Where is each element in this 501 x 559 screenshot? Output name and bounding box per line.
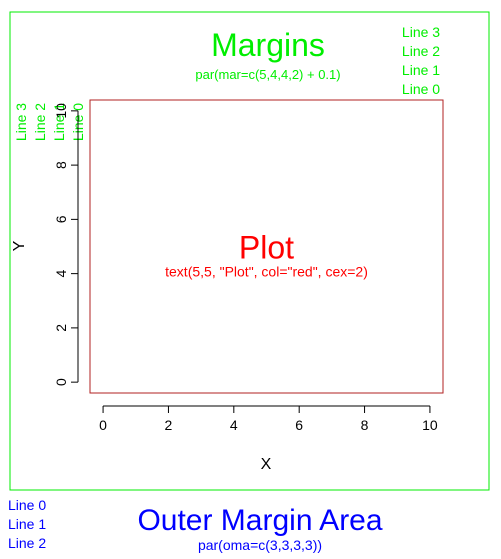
left-margin-line-1: Line 1 (51, 103, 67, 141)
outer-margin-line-1: Line 1 (8, 516, 46, 532)
y-tick-label: 0 (53, 378, 69, 386)
left-margin-line-2: Line 2 (32, 103, 48, 141)
x-tick-label: 8 (361, 417, 369, 433)
margins-title: Margins (211, 27, 325, 63)
x-axis: 0 2 4 6 8 10 (99, 405, 438, 433)
y-tick-label: 6 (53, 215, 69, 223)
x-tick-label: 10 (422, 417, 438, 433)
y-tick-label: 2 (53, 324, 69, 332)
x-tick-label: 4 (230, 417, 238, 433)
plot-annotation-main: Plot (239, 230, 294, 266)
plot-annotation-code: text(5,5, "Plot", col="red", cex=2) (165, 264, 368, 280)
top-margin-line-3: Line 3 (402, 24, 440, 40)
x-tick-label: 2 (165, 417, 173, 433)
plot-region-border (89, 99, 444, 394)
outer-margin-line-2: Line 2 (8, 535, 46, 551)
x-tick-label: 6 (295, 417, 303, 433)
y-tick-label: 4 (53, 270, 69, 278)
outer-margin-subtitle: par(oma=c(3,3,3,3)) (198, 537, 322, 553)
left-margin-line-3: Line 3 (13, 103, 29, 141)
top-margin-line-2: Line 2 (402, 43, 440, 59)
y-tick-label: 8 (53, 161, 69, 169)
margins-subtitle: par(mar=c(5,4,4,2) + 0.1) (195, 67, 340, 82)
y-axis: 0 2 4 6 8 10 (53, 103, 79, 386)
x-axis-label: X (261, 456, 272, 473)
top-margin-line-1: Line 1 (402, 62, 440, 78)
figure-region-border (9, 11, 490, 491)
y-axis-label: Y (11, 240, 28, 251)
outer-margin-line-0: Line 0 (8, 497, 46, 513)
x-tick-label: 0 (99, 417, 107, 433)
top-margin-line-0: Line 0 (402, 81, 440, 97)
y-tick-label: 10 (53, 103, 69, 119)
outer-margin-title: Outer Margin Area (137, 504, 382, 537)
